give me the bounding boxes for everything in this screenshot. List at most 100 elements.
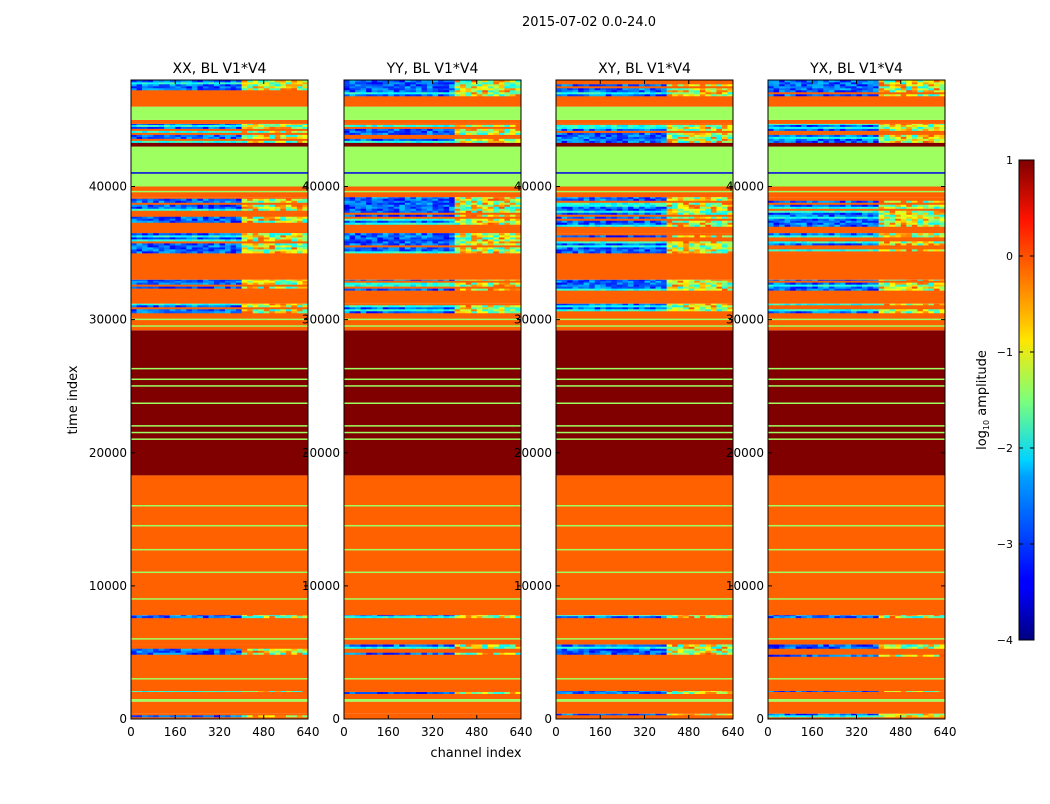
heatmap-cell bbox=[253, 616, 259, 618]
heatmap-cell bbox=[705, 94, 711, 96]
heatmap-cell bbox=[639, 224, 645, 226]
heatmap-cell bbox=[297, 218, 303, 220]
heatmap-cell bbox=[280, 200, 286, 202]
heatmap-cell bbox=[573, 197, 579, 199]
heatmap-cell bbox=[350, 198, 356, 200]
heatmap-cell bbox=[366, 218, 372, 220]
heatmap-cell bbox=[225, 218, 231, 220]
heatmap-cell bbox=[890, 691, 896, 692]
heatmap-cell bbox=[510, 280, 516, 281]
heatmap-cell bbox=[562, 247, 568, 249]
heatmap-cell bbox=[493, 82, 499, 84]
heatmap-cell bbox=[584, 616, 590, 618]
heatmap-cell bbox=[236, 247, 242, 249]
heatmap-cell bbox=[488, 692, 494, 694]
heatmap-cell bbox=[611, 220, 617, 222]
heatmap-cell bbox=[589, 222, 595, 224]
heatmap-cell bbox=[427, 616, 433, 618]
heatmap-cell bbox=[159, 305, 165, 307]
heatmap-cell bbox=[694, 247, 700, 249]
heatmap-cell bbox=[600, 94, 606, 96]
heatmap-cell bbox=[175, 304, 181, 306]
heatmap-cell bbox=[444, 220, 450, 222]
heatmap-cell bbox=[361, 251, 367, 253]
heatmap-cell bbox=[192, 249, 198, 251]
heatmap-cell bbox=[344, 233, 350, 235]
heatmap-cell bbox=[153, 239, 159, 241]
heatmap-cell bbox=[388, 646, 394, 648]
heatmap-cell bbox=[280, 131, 286, 133]
heatmap-cell bbox=[650, 127, 656, 129]
heatmap-cell bbox=[672, 652, 678, 654]
heatmap-band bbox=[556, 702, 733, 714]
heatmap-cell bbox=[361, 94, 367, 96]
heatmap-cell bbox=[700, 691, 706, 692]
x-tick-label: 160 bbox=[164, 725, 187, 739]
heatmap-cell bbox=[427, 88, 433, 90]
heatmap-cell bbox=[280, 141, 286, 143]
heatmap-cell bbox=[131, 82, 137, 84]
heatmap-cell bbox=[181, 204, 187, 206]
heatmap-cell bbox=[449, 220, 455, 222]
heatmap-cell bbox=[170, 239, 176, 241]
heatmap-cell bbox=[584, 220, 590, 222]
heatmap-cell bbox=[247, 141, 253, 143]
heatmap-cell bbox=[275, 247, 281, 249]
heatmap-cell bbox=[578, 243, 584, 245]
heatmap-cell bbox=[488, 220, 494, 222]
heatmap-cell bbox=[645, 644, 651, 646]
heatmap-cell bbox=[264, 243, 270, 245]
heatmap-cell bbox=[562, 197, 568, 199]
heatmap-cell bbox=[410, 249, 416, 251]
heatmap-cell bbox=[405, 125, 411, 127]
heatmap-cell bbox=[694, 141, 700, 143]
heatmap-cell bbox=[438, 125, 444, 127]
heatmap-cell bbox=[683, 198, 689, 200]
heatmap-cell bbox=[510, 233, 516, 235]
heatmap-cell bbox=[302, 616, 308, 618]
heatmap-row bbox=[556, 200, 733, 202]
heatmap-cell bbox=[383, 197, 389, 199]
heatmap-cell bbox=[142, 715, 148, 717]
heatmap-cell bbox=[355, 305, 361, 307]
heatmap-cell bbox=[589, 243, 595, 245]
heatmap-cell bbox=[639, 208, 645, 210]
heatmap-cell bbox=[170, 243, 176, 245]
heatmap-cell bbox=[438, 652, 444, 654]
heatmap-line bbox=[344, 598, 521, 600]
heatmap-cell bbox=[275, 652, 281, 654]
heatmap-cell bbox=[159, 235, 165, 237]
heatmap-cell bbox=[416, 243, 422, 245]
heatmap-cell bbox=[427, 280, 433, 281]
heatmap-cell bbox=[372, 646, 378, 648]
heatmap-cell bbox=[556, 235, 562, 237]
heatmap-cell bbox=[286, 245, 292, 247]
heatmap-cell bbox=[231, 280, 237, 281]
heatmap-cell bbox=[253, 233, 259, 235]
heatmap-cell bbox=[247, 198, 253, 200]
heatmap-cell bbox=[617, 208, 623, 210]
heatmap-cell bbox=[433, 139, 439, 141]
heatmap-cell bbox=[455, 644, 461, 646]
heatmap-cell bbox=[275, 206, 281, 208]
heatmap-cell bbox=[617, 280, 623, 282]
heatmap-cell bbox=[231, 249, 237, 251]
heatmap-cell bbox=[394, 307, 400, 309]
heatmap-cell bbox=[355, 309, 361, 311]
heatmap-cell bbox=[727, 282, 733, 284]
heatmap-cell bbox=[639, 288, 645, 290]
heatmap-cell bbox=[716, 652, 722, 654]
heatmap-cell bbox=[488, 652, 494, 654]
heatmap-cell bbox=[683, 245, 689, 247]
heatmap-cell bbox=[672, 235, 678, 237]
heatmap-cell bbox=[242, 239, 248, 241]
heatmap-cell bbox=[656, 235, 662, 237]
heatmap-cell bbox=[639, 235, 645, 237]
heatmap-cell bbox=[661, 245, 667, 247]
heatmap-cell bbox=[247, 616, 253, 618]
heatmap-cell bbox=[148, 137, 154, 139]
heatmap-cell bbox=[242, 691, 248, 692]
heatmap-cell bbox=[297, 251, 303, 253]
heatmap-cell bbox=[214, 127, 220, 129]
